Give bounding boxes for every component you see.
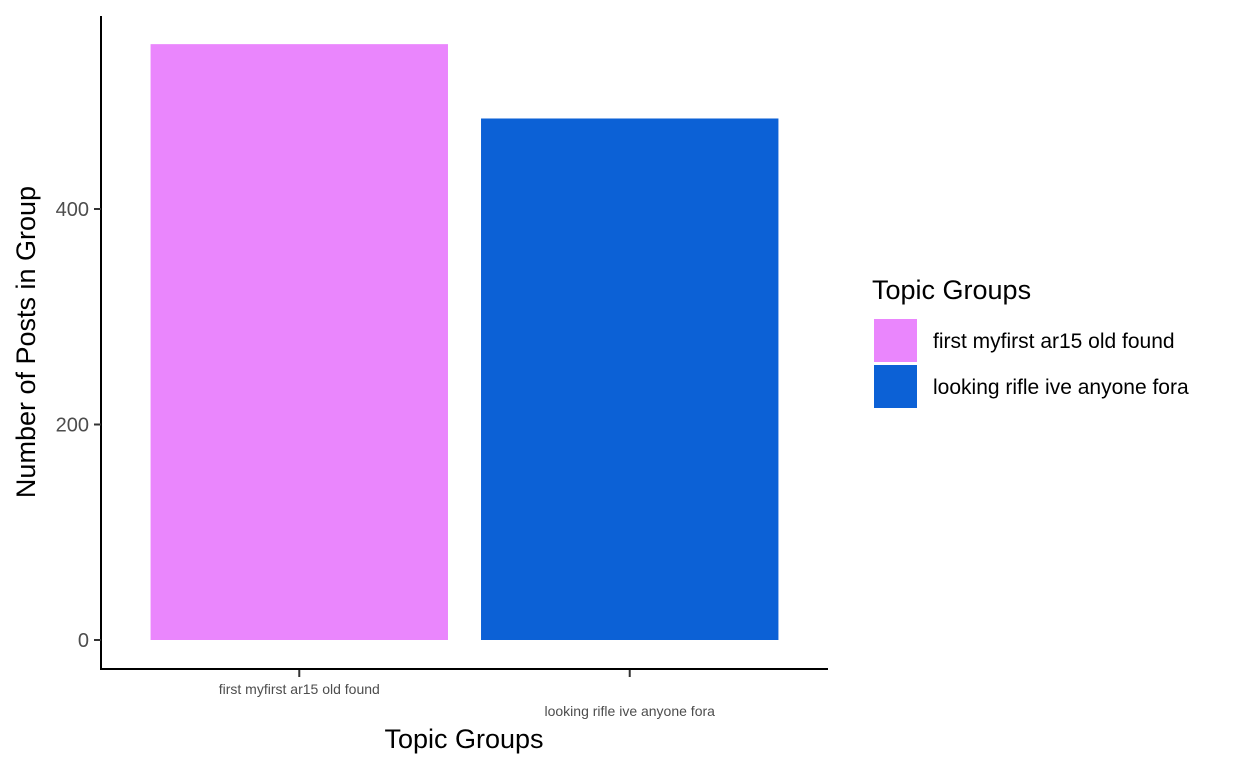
- bar-2: [481, 118, 779, 641]
- bar-1: [150, 44, 448, 640]
- legend-swatch-2: [874, 365, 917, 408]
- legend-swatch-1: [874, 319, 917, 362]
- y-tick-label-0: 0: [78, 630, 89, 652]
- x-ticks: first myfirst ar15 old found looking rifl…: [219, 670, 715, 719]
- y-ticks: 0 200 400: [56, 199, 101, 652]
- legend-label-1: first myfirst ar15 old found: [933, 330, 1175, 353]
- y-tick-label-400: 400: [56, 199, 89, 221]
- legend-title: Topic Groups: [872, 275, 1031, 305]
- legend-items: first myfirst ar15 old found looking rifl…: [874, 319, 1189, 408]
- x-tick-label-1: first myfirst ar15 old found: [219, 681, 380, 697]
- y-tick-label-200: 200: [56, 415, 89, 437]
- y-axis-title: Number of Posts in Group: [11, 186, 41, 498]
- x-axis-title: Topic Groups: [384, 724, 543, 754]
- legend: Topic Groups first myfirst ar15 old foun…: [872, 275, 1189, 408]
- x-tick-label-2: looking rifle ive anyone fora: [545, 703, 716, 719]
- legend-label-2: looking rifle ive anyone fora: [933, 376, 1189, 399]
- bars-layer: [150, 44, 779, 641]
